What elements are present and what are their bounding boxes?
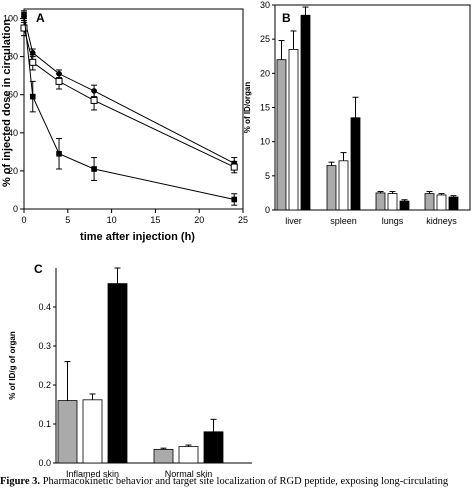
category-label: spleen	[330, 216, 357, 226]
bar	[436, 194, 447, 211]
bar	[448, 196, 459, 211]
category-label: lungs	[382, 216, 404, 226]
y-tick-label: 100	[3, 14, 18, 24]
y-tick-label: 0	[13, 204, 18, 214]
y-tick-label: 0.2	[38, 380, 51, 390]
bar	[178, 446, 199, 464]
y-tick-label: 0	[265, 205, 270, 215]
bar	[424, 193, 435, 211]
bar	[203, 431, 224, 464]
y-tick-label: 0.4	[38, 302, 51, 312]
y-tick-label: 5	[265, 171, 270, 181]
x-tick-label: 10	[107, 215, 117, 225]
y-tick-label: 15	[260, 103, 270, 113]
x-tick-label: 20	[194, 215, 204, 225]
data-point	[21, 11, 27, 18]
data-point	[231, 196, 238, 203]
bar	[375, 192, 386, 211]
category-label: Inflamed skin	[66, 469, 119, 479]
bar	[82, 399, 103, 464]
category-label: Normal skin	[165, 469, 213, 479]
y-tick-label: 0.3	[38, 341, 51, 351]
plot-frame	[23, 8, 244, 210]
bar	[326, 165, 337, 211]
data-point	[29, 93, 36, 100]
data-point	[90, 96, 98, 104]
x-tick-label: 15	[150, 215, 160, 225]
panel-c-bar-chart: C 0.0 0.1 0.2 0.3 0.4 % of ID/g of organ Inflam…	[8, 262, 252, 479]
bar	[276, 59, 287, 211]
y-tick-label: 25	[260, 34, 270, 44]
caption-text: Pharmacokinetic behavior and target site…	[42, 476, 449, 487]
y-tick-label: 40	[8, 128, 18, 138]
panel-label: C	[34, 262, 43, 276]
bar	[387, 193, 398, 211]
y-tick-label: 20	[260, 68, 270, 78]
y-axis-label: % of ID/g of organ	[8, 331, 17, 400]
x-tick-label: 5	[65, 215, 70, 225]
data-point	[230, 163, 238, 171]
x-tick-label: 25	[238, 215, 248, 225]
y-tick-label: 60	[8, 90, 18, 100]
bar	[338, 160, 349, 211]
y-tick-label: 20	[8, 166, 18, 176]
x-axis-label: time after injection (h)	[80, 231, 195, 243]
data-point	[29, 58, 37, 66]
bar	[288, 49, 299, 211]
bar	[399, 200, 410, 211]
data-point	[91, 166, 97, 172]
figure-caption: Figure 3. Pharmacokinetic behavior and t…	[0, 476, 474, 488]
panel-label: B	[282, 11, 291, 25]
category-label: liver	[285, 216, 302, 226]
panel-label: A	[36, 11, 45, 25]
series-line	[23, 16, 235, 164]
y-axis-label: % of ID/organ	[243, 82, 252, 134]
bar	[300, 14, 311, 211]
data-point	[20, 24, 28, 32]
bar	[57, 400, 78, 464]
y-tick-label: 0.0	[38, 458, 51, 468]
data-point	[55, 77, 63, 85]
y-tick-label: 80	[8, 52, 18, 62]
y-axis-label: % of injected dose in circulation	[1, 19, 13, 187]
panel-b-bar-chart: B 0 5 10 15 20 25 30 % of ID/organ liver spleen lun…	[243, 0, 471, 226]
y-tick-label: 0.1	[38, 419, 51, 429]
bar	[350, 117, 361, 211]
bar	[107, 283, 128, 464]
caption-label: Figure 3.	[0, 476, 41, 487]
category-label: kidneys	[426, 216, 457, 226]
data-point	[29, 50, 36, 56]
y-tick-label: 10	[260, 137, 270, 147]
y-tick-label: 30	[260, 0, 270, 10]
panel-a-line-chart: A 0 20 40 60 80 100 0 5 10 15 20 25 time after inject…	[1, 8, 248, 243]
series-line	[23, 14, 235, 200]
x-tick-label: 0	[21, 215, 26, 225]
data-point	[56, 150, 62, 157]
bar	[153, 448, 174, 464]
